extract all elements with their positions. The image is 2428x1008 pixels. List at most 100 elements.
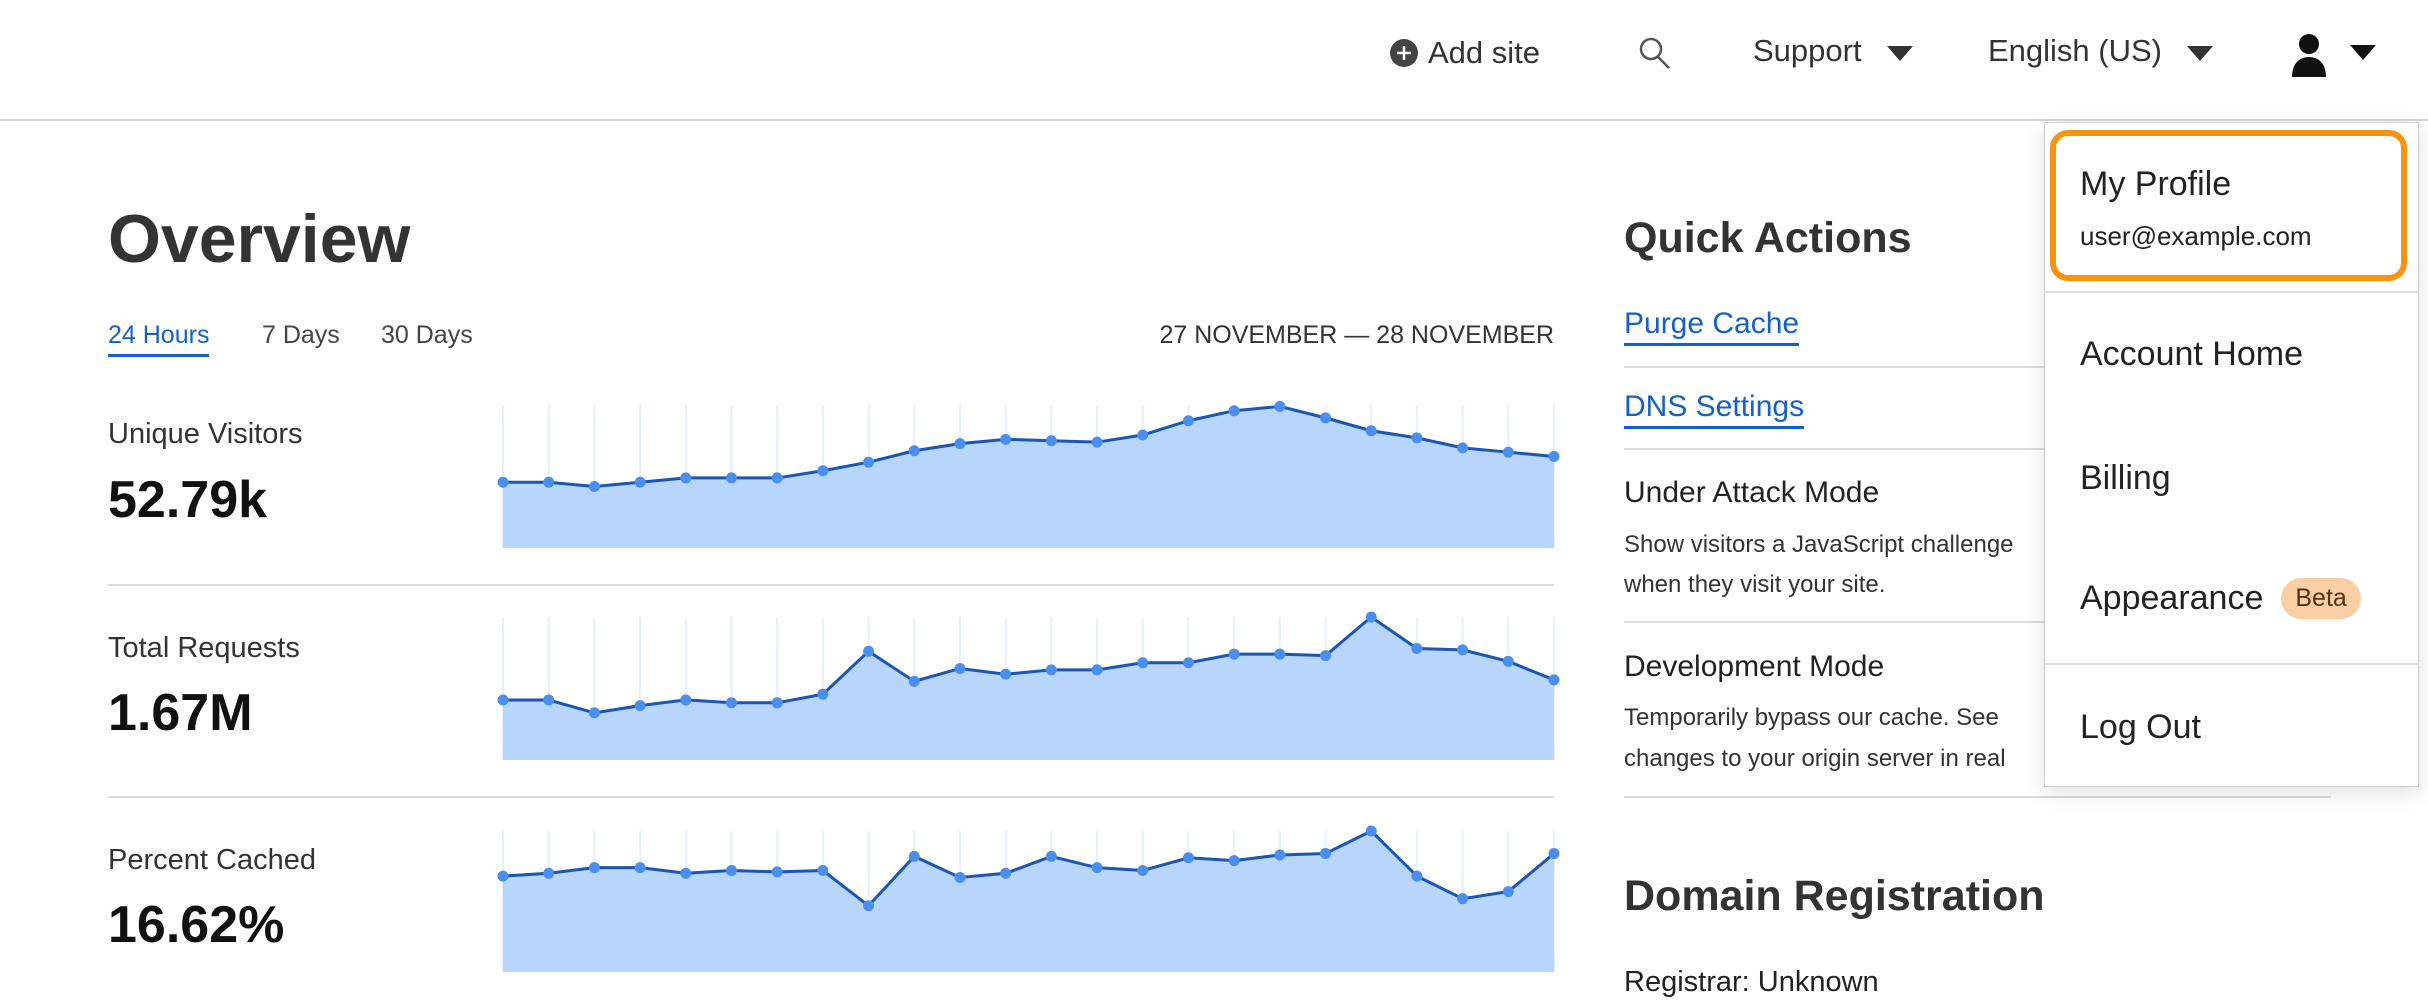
area-fill bbox=[503, 617, 1554, 760]
data-point bbox=[1457, 644, 1469, 656]
data-point bbox=[634, 862, 646, 874]
quick-actions-title: Quick Actions bbox=[1624, 214, 1912, 262]
data-point bbox=[588, 707, 600, 719]
data-point bbox=[1411, 432, 1423, 444]
dns-settings-link[interactable]: DNS Settings bbox=[1624, 390, 1805, 429]
billing-item[interactable]: Billing bbox=[2080, 459, 2171, 497]
data-point bbox=[1502, 446, 1514, 458]
under-attack-mode-desc: when they visit your site. bbox=[1624, 571, 1886, 598]
data-point bbox=[863, 900, 875, 912]
metric-value: 16.62% bbox=[108, 896, 285, 954]
caret-down-icon bbox=[2187, 46, 2213, 61]
data-point bbox=[863, 645, 875, 657]
search-icon[interactable] bbox=[1638, 36, 1672, 70]
divider bbox=[2045, 291, 2418, 293]
data-point bbox=[1045, 850, 1057, 862]
development-mode-desc: Temporarily bypass our cache. See bbox=[1624, 704, 1999, 731]
top-nav: Add site Support English (US) bbox=[0, 0, 2428, 121]
data-point bbox=[588, 862, 600, 874]
purge-cache-link[interactable]: Purge Cache bbox=[1624, 307, 1800, 346]
divider bbox=[108, 796, 1554, 798]
account-home-item[interactable]: Account Home bbox=[2080, 335, 2303, 373]
series-line bbox=[503, 404, 1555, 489]
data-point bbox=[1274, 648, 1286, 660]
divider bbox=[108, 584, 1554, 586]
data-point bbox=[497, 870, 509, 882]
data-point bbox=[1548, 848, 1560, 860]
language-label: English (US) bbox=[1988, 33, 2162, 68]
development-mode-desc: changes to your origin server in real bbox=[1624, 745, 2006, 772]
tab-24-hours[interactable]: 24 Hours bbox=[108, 321, 210, 357]
data-point bbox=[1320, 848, 1332, 860]
data-point bbox=[1137, 657, 1149, 669]
total-requests-chart bbox=[497, 611, 1560, 760]
data-point bbox=[725, 864, 737, 876]
metric-value: 1.67M bbox=[108, 684, 253, 742]
data-point bbox=[954, 872, 966, 884]
data-point bbox=[1411, 870, 1423, 882]
data-point bbox=[1182, 852, 1194, 864]
metric-label: Total Requests bbox=[108, 632, 300, 664]
data-point bbox=[543, 476, 555, 488]
metric-value: 52.79k bbox=[108, 471, 268, 529]
data-point bbox=[1365, 825, 1377, 837]
data-point bbox=[1182, 657, 1194, 669]
add-site-label: Add site bbox=[1428, 35, 1541, 70]
data-point bbox=[725, 697, 737, 709]
appearance-item[interactable]: Appearance Beta bbox=[2080, 578, 2361, 619]
support-menu[interactable]: Support bbox=[1753, 0, 1928, 110]
percent-cached-chart bbox=[497, 825, 1560, 972]
data-point bbox=[1091, 664, 1103, 676]
data-point bbox=[1045, 664, 1057, 676]
domain-registration-title: Domain Registration bbox=[1624, 872, 2045, 920]
data-point bbox=[1365, 425, 1377, 437]
divider bbox=[1624, 621, 2331, 623]
divider bbox=[2045, 663, 2418, 665]
language-menu[interactable]: English (US) bbox=[1988, 0, 2218, 110]
data-point bbox=[1000, 433, 1012, 445]
data-point bbox=[1182, 415, 1194, 427]
add-site-button[interactable]: Add site bbox=[1390, 33, 1540, 73]
user-dropdown-menu: My Profile user@example.com Account Home… bbox=[2044, 122, 2419, 787]
tab-7-days[interactable]: 7 Days bbox=[262, 321, 340, 349]
data-point bbox=[908, 675, 920, 687]
series-line bbox=[503, 615, 1555, 715]
data-point bbox=[543, 867, 555, 879]
data-point bbox=[1274, 849, 1286, 861]
data-point bbox=[863, 456, 875, 468]
metric-label: Unique Visitors bbox=[108, 418, 303, 450]
user-menu-button[interactable] bbox=[2290, 25, 2390, 85]
data-point bbox=[1320, 650, 1332, 662]
divider bbox=[1624, 796, 2331, 798]
data-point bbox=[771, 866, 783, 878]
data-point bbox=[680, 867, 692, 879]
series-line bbox=[502, 829, 1555, 908]
my-profile-label: My Profile bbox=[2080, 165, 2232, 203]
data-point bbox=[817, 688, 829, 700]
my-profile-item[interactable] bbox=[2050, 130, 2407, 281]
data-point bbox=[1502, 886, 1514, 898]
data-point bbox=[680, 472, 692, 484]
log-out-item[interactable]: Log Out bbox=[2080, 708, 2201, 746]
under-attack-mode-title: Under Attack Mode bbox=[1624, 476, 1880, 509]
data-point bbox=[497, 694, 509, 706]
under-attack-mode-desc: Show visitors a JavaScript challenge bbox=[1624, 531, 2014, 558]
data-point bbox=[1228, 648, 1240, 660]
date-range: 27 NOVEMBER — 28 NOVEMBER bbox=[1159, 321, 1554, 349]
data-point bbox=[908, 850, 920, 862]
data-point bbox=[954, 662, 966, 674]
user-email: user@example.com bbox=[2080, 221, 2312, 251]
data-point bbox=[1000, 867, 1012, 879]
data-point bbox=[908, 445, 920, 457]
tab-30-days[interactable]: 30 Days bbox=[381, 321, 473, 349]
registrar-text: Registrar: Unknown bbox=[1624, 966, 1879, 998]
area-fill bbox=[503, 406, 1554, 548]
support-label: Support bbox=[1753, 33, 1862, 68]
data-point bbox=[1365, 611, 1377, 623]
data-point bbox=[817, 864, 829, 876]
data-point bbox=[1548, 674, 1560, 686]
divider bbox=[1624, 366, 2331, 368]
data-point bbox=[771, 697, 783, 709]
data-point bbox=[497, 476, 509, 488]
data-point bbox=[1228, 855, 1240, 867]
